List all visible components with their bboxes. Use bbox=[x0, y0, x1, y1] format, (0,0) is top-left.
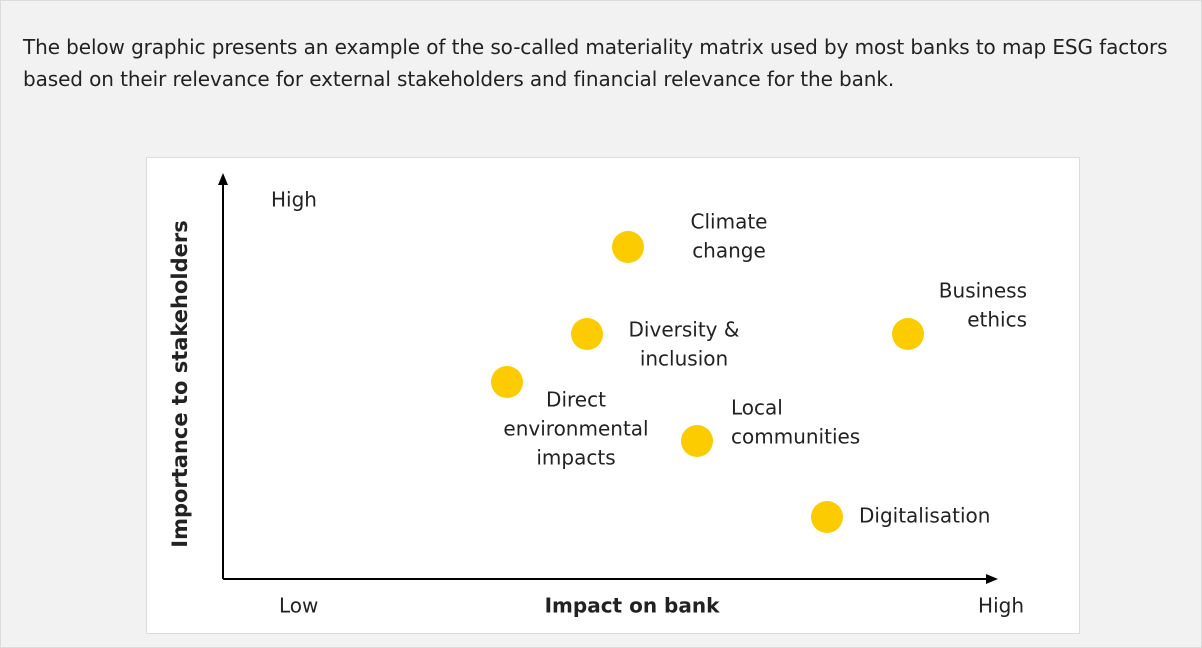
factor-label: impacts bbox=[536, 446, 615, 470]
factor-dot bbox=[571, 318, 603, 350]
y-high: High bbox=[271, 188, 317, 212]
y-arrow bbox=[218, 173, 228, 185]
factor-label: communities bbox=[731, 425, 860, 449]
x-axis-label: Impact on bank bbox=[545, 594, 720, 618]
factor-label: Diversity & bbox=[629, 318, 740, 342]
factor-dot bbox=[892, 318, 924, 350]
factor-label: Direct bbox=[546, 388, 606, 412]
factor-label: change bbox=[692, 239, 766, 263]
y-axis-label: Importance to stakeholders bbox=[168, 220, 192, 548]
factor-label: ethics bbox=[967, 308, 1027, 332]
x-low: Low bbox=[279, 594, 318, 618]
factor-label: Business bbox=[939, 279, 1027, 303]
factor-label: environmental bbox=[503, 417, 648, 441]
factor-dot bbox=[612, 231, 644, 263]
factor-dot bbox=[811, 501, 843, 533]
factor-label: Local bbox=[731, 396, 783, 420]
x-arrow bbox=[986, 574, 998, 584]
factor-dot bbox=[491, 366, 523, 398]
factor-dot bbox=[681, 425, 713, 457]
x-high: High bbox=[978, 594, 1024, 618]
factor-label: inclusion bbox=[640, 347, 728, 371]
factor-label: Digitalisation bbox=[859, 504, 990, 528]
paragraph: The below graphic presents an example of… bbox=[23, 35, 1168, 91]
matrix-box bbox=[146, 157, 1080, 634]
matrix: Importance to stakeholders High Low Impa… bbox=[146, 157, 1080, 634]
factor-label: Climate bbox=[691, 210, 768, 234]
